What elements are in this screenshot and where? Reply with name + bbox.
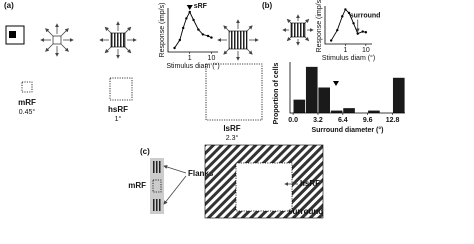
field-name: hsRF [108,105,128,114]
x-axis-label: Stimulus diam (°) [322,54,375,62]
x-tick-label: 1 [188,55,192,62]
mrf-field [21,81,33,93]
data-point [178,38,182,42]
annotation-marker [186,5,193,10]
field-name: lsRF [223,124,240,133]
data-point [206,34,210,38]
panel-label: (b) [262,1,273,10]
data-point [356,32,359,35]
data-point [352,22,355,25]
histogram-bar [318,87,331,113]
mean-marker [333,81,339,86]
data-point [344,8,347,11]
data-point [361,30,364,33]
grating-icon [110,32,126,48]
direction-arrow [45,28,54,37]
response-line [174,10,212,49]
annotation: surround [350,12,381,19]
surround-label: surround [288,207,323,216]
data-point [329,39,333,42]
histogram-bar [305,66,318,113]
data-point [364,31,368,34]
mrf-label: mRF [128,181,146,190]
hsrf-field [109,77,133,101]
stimulus-box [5,25,25,45]
histogram-bar [343,108,355,113]
center [152,179,162,193]
data-point [347,11,351,15]
data-point [173,46,176,50]
direction-arrow [60,28,69,37]
data-point [336,28,339,32]
direction-arrow [124,26,132,34]
axis [324,6,372,45]
flanks-label: Flanks [188,169,214,178]
direction-arrow [104,26,112,34]
data-point [192,18,195,22]
annotation: sRF [194,3,208,10]
x-tick-label: 9.6 [363,117,373,124]
x-tick-label: 10 [208,55,216,62]
x-tick-label: 0.0 [288,117,298,124]
field-name: mRF [18,98,36,107]
direction-arrow [60,43,69,52]
histogram-bar [368,110,380,113]
histogram-bar [392,77,405,113]
x-tick-label: 10 [362,47,370,54]
direction-arrow [45,43,54,52]
grating-icon [52,35,62,45]
x-tick-label: 3.2 [313,117,323,124]
field-size: 0.45° [19,108,36,116]
flank [153,199,161,211]
panel-label: (a) [4,1,14,10]
flank [153,161,161,173]
data-point [197,28,200,31]
axis [167,8,218,53]
y-axis-label: Response (imp/s) [159,3,166,58]
x-tick-label: 12.8 [386,117,400,124]
hsrf-label: hsRF [300,179,320,188]
data-point [181,26,185,30]
field-size: 1° [115,115,122,123]
axis [289,62,405,114]
data-point [341,15,344,18]
data-point [185,17,188,20]
arrow [163,175,187,205]
histogram-bar [330,110,343,113]
panel-label: (c) [140,147,150,156]
direction-arrow [104,46,112,54]
x-axis-label: Surround diameter (°) [311,126,383,134]
x-tick-label: 6.4 [338,117,348,124]
stimulus-spot [9,31,16,38]
direction-arrow [124,46,132,54]
arrow [163,165,187,174]
data-point [201,33,205,36]
data-point [210,36,213,39]
field-size: 2.3° [226,134,239,142]
center-bg [236,163,292,211]
hsrf-grating [235,162,293,212]
data-point [188,10,191,14]
grating-icon [228,30,248,50]
x-axis-label: Stimulus diam (°) [166,62,219,70]
grating-icon [290,22,306,38]
lsrf-field [205,63,263,121]
y-axis-label: Response (imp/s) [316,0,323,52]
y-axis-label: Proportion of cells [273,62,280,124]
histogram-bar [293,99,306,113]
x-tick-label: 1 [343,47,347,54]
